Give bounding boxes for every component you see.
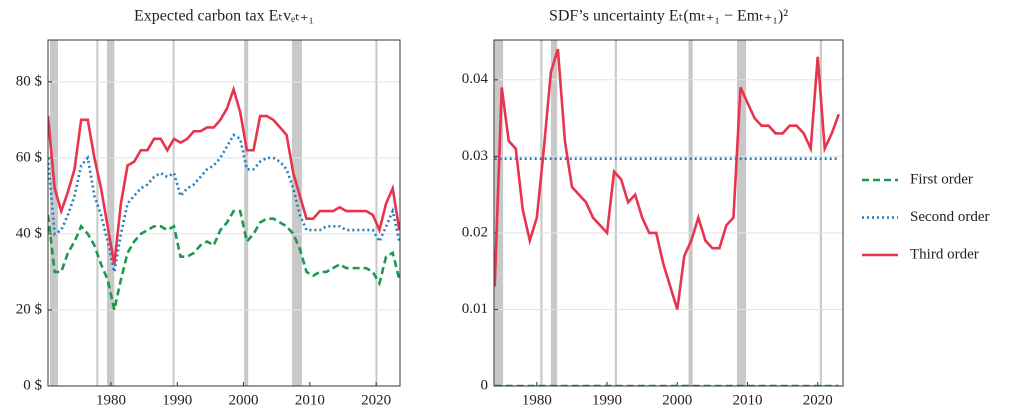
recession-band (494, 40, 504, 386)
series-line (494, 48, 841, 310)
x-tick-label: 1980 (96, 392, 126, 408)
x-tick-label: 2000 (662, 392, 692, 408)
recession-band (172, 40, 175, 386)
y-tick-label: 0.04 (462, 71, 489, 87)
legend-label: Second order (910, 209, 990, 225)
x-tick-label: 2020 (361, 392, 391, 408)
x-tick-label: 1990 (162, 392, 192, 408)
y-tick-label: 20 $ (16, 301, 43, 317)
recession-band (540, 40, 543, 386)
recession-band (550, 40, 558, 386)
series-line (48, 209, 400, 311)
recession-band (819, 40, 822, 386)
series-line (48, 85, 400, 265)
recession-band (736, 40, 747, 386)
y-tick-label: 0.01 (462, 301, 488, 317)
plot-frame (493, 39, 844, 387)
chart-title: SDF’s uncertainty Eₜ(mₜ₊₁ − Emₜ₊₁)² (549, 8, 788, 25)
recession-band (614, 40, 617, 386)
recession-band (244, 40, 249, 386)
y-tick-label: 80 $ (16, 73, 43, 89)
y-tick-label: 40 $ (16, 225, 43, 241)
x-tick-label: 2020 (803, 392, 833, 408)
y-tick-label: 60 $ (16, 149, 43, 165)
legend-label: Third order (910, 246, 979, 262)
recession-band (688, 40, 693, 386)
y-tick-label: 0 (481, 377, 489, 393)
legend-label: First order (910, 171, 973, 187)
recession-band (375, 40, 378, 386)
x-tick-label: 2010 (295, 392, 325, 408)
x-tick-label: 1990 (592, 392, 622, 408)
series-line (48, 133, 400, 273)
plot-frame (47, 39, 401, 387)
x-tick-label: 2000 (229, 392, 259, 408)
x-tick-label: 2010 (732, 392, 762, 408)
y-tick-label: 0 $ (23, 377, 42, 393)
y-tick-label: 0.02 (462, 224, 488, 240)
recession-band (291, 40, 302, 386)
recession-band (96, 40, 99, 386)
x-tick-label: 1980 (522, 392, 552, 408)
y-tick-label: 0.03 (462, 148, 488, 164)
chart-title: Expected carbon tax Eₜvₑₜ₊₁ (134, 8, 314, 25)
recession-band (106, 40, 115, 386)
